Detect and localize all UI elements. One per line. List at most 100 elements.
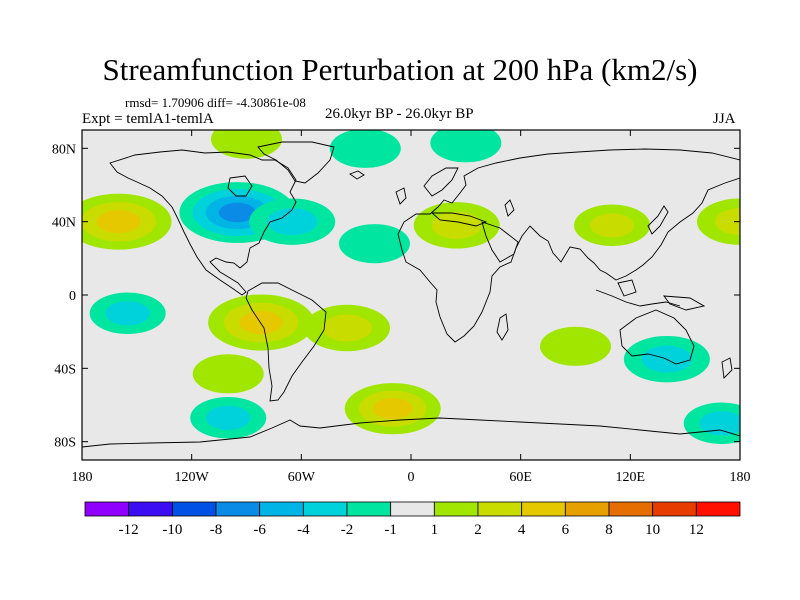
anomaly-band <box>321 314 373 342</box>
colorbar-label: 6 <box>562 522 570 538</box>
coastline-arabia <box>481 221 519 263</box>
anomaly-7 <box>413 202 500 249</box>
colorbar-box <box>302 501 348 517</box>
coastline-new-guinea <box>663 295 706 311</box>
coastline-mediterranean <box>430 212 488 227</box>
anomaly-17 <box>344 383 441 435</box>
anomaly-band <box>192 354 264 394</box>
anomaly-12 <box>304 304 391 352</box>
coastline-hudson-bay <box>227 175 253 197</box>
colorbar-label: 4 <box>518 522 526 538</box>
anomaly-band <box>239 311 283 334</box>
anomaly-1 <box>179 182 296 243</box>
anomaly-band <box>430 130 502 163</box>
anomaly-0 <box>82 193 172 250</box>
anomaly-band <box>105 301 150 326</box>
coastline-iceland <box>349 170 365 180</box>
x-tick-label: 120E <box>616 470 646 485</box>
experiment-label: Expt = temlA1-temlA <box>82 111 214 127</box>
colorbar-label: -2 <box>341 522 354 538</box>
colorbar-label: -12 <box>119 522 139 538</box>
x-tick-label: 120W <box>175 470 210 485</box>
colorbar-box <box>259 501 304 517</box>
coastline-scandinavia <box>423 167 459 197</box>
anomaly-14 <box>540 326 611 366</box>
y-tick-label: 40S <box>54 362 76 377</box>
coastline-new-zealand <box>721 357 733 379</box>
anomaly-band <box>714 208 740 236</box>
colorbar-label: -10 <box>162 522 182 538</box>
coastline-caspian <box>504 199 515 217</box>
colorbar-box <box>521 501 566 517</box>
anomaly-band <box>372 398 413 420</box>
anomaly-band <box>211 130 282 159</box>
anomaly-band <box>218 202 256 223</box>
anomaly-band <box>206 405 251 430</box>
coastline-south-america <box>245 282 327 402</box>
anomaly-band <box>540 326 611 366</box>
anomaly-8 <box>574 204 651 247</box>
coastline-japan <box>647 205 669 235</box>
colorbar-box <box>171 501 217 517</box>
coastline-greenland <box>257 141 335 184</box>
anomaly-layer <box>82 130 740 445</box>
axes: 180 120W 60W 0 60E 120E 180 80N 40N 0 40S 80S <box>52 130 751 485</box>
colorbar-label: -1 <box>384 522 397 538</box>
colorbar-label: -6 <box>253 522 266 538</box>
y-tick-label: 40N <box>52 216 76 231</box>
colorbar-box <box>608 501 654 517</box>
colorbar-label: 2 <box>474 522 482 538</box>
colorbar-box <box>564 501 610 517</box>
colorbar-label: 12 <box>689 522 704 538</box>
anomaly-band <box>267 208 318 236</box>
anomaly-5 <box>430 130 502 163</box>
coastline-north-america <box>109 149 297 296</box>
coastline-eurasia-africa <box>397 148 740 343</box>
anomaly-2 <box>249 198 336 245</box>
rmsd-diff-stats: rmsd= 1.70906 diff= -4.30861e-08 <box>125 95 306 110</box>
colorbar-box <box>346 501 392 517</box>
anomaly-16 <box>190 397 267 439</box>
coastline-british-isles <box>395 187 407 205</box>
coastline-madagascar <box>496 313 509 341</box>
colorbar-box <box>128 501 173 517</box>
x-tick-label: 60W <box>288 470 316 485</box>
chart-title: Streamfunction Perturbation at 200 hPa (… <box>102 52 698 87</box>
coastline-antarctica <box>82 417 740 448</box>
anomaly-band <box>329 130 401 168</box>
period-label: 26.0kyr BP - 26.0kyr BP <box>325 106 474 122</box>
anomaly-band <box>589 213 635 238</box>
anomaly-band <box>96 210 141 234</box>
anomaly-13 <box>192 354 264 394</box>
colorbar-label: 8 <box>605 522 613 538</box>
colorbar-label: 1 <box>431 522 439 538</box>
anomaly-4 <box>329 130 401 168</box>
colorbar-box <box>652 501 697 517</box>
coastline-layer <box>82 141 740 448</box>
x-tick-label: 180 <box>730 470 751 485</box>
x-tick-label: 0 <box>408 470 415 485</box>
colorbar-box <box>390 501 435 517</box>
season-label: JJA <box>713 111 736 127</box>
colorbar-box <box>433 501 479 517</box>
colorbar-label: -8 <box>210 522 223 538</box>
coastline-australia <box>619 309 695 365</box>
y-tick-label: 80N <box>52 142 76 157</box>
x-tick-label: 60E <box>509 470 532 485</box>
anomaly-6 <box>338 224 410 264</box>
colorbar-box <box>215 501 261 517</box>
colorbar-box <box>84 501 130 517</box>
y-tick-label: 0 <box>69 289 76 304</box>
anomaly-band <box>431 211 482 239</box>
anomaly-band <box>699 411 740 436</box>
coastline-borneo <box>617 279 637 297</box>
coastline-indonesia <box>595 289 681 307</box>
colorbar-box <box>695 501 741 517</box>
anomaly-3 <box>211 130 282 159</box>
y-tick-label: 80S <box>54 436 76 451</box>
colorbar-label: -4 <box>297 522 310 538</box>
anomaly-band <box>338 224 410 264</box>
x-tick-label: 180 <box>72 470 93 485</box>
anomaly-10 <box>89 292 166 335</box>
